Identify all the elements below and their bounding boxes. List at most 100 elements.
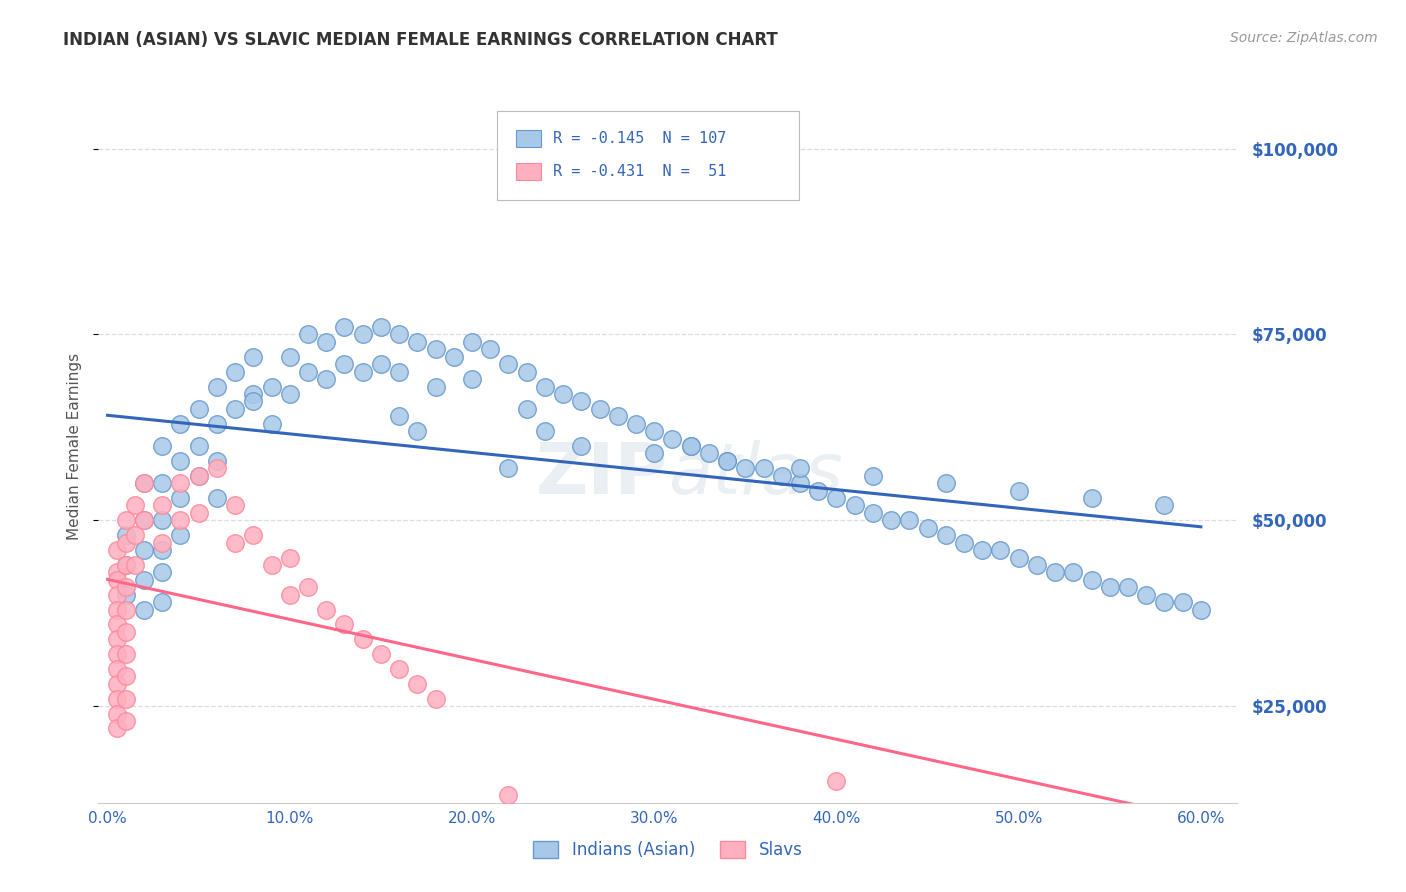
- Point: [606, 409, 628, 424]
- Point: [105, 588, 128, 602]
- Point: [114, 669, 136, 683]
- Point: [734, 461, 756, 475]
- Point: [534, 379, 557, 393]
- Point: [169, 513, 191, 527]
- Point: [278, 387, 301, 401]
- Point: [187, 468, 209, 483]
- Point: [953, 535, 976, 549]
- Point: [425, 379, 447, 393]
- Point: [114, 558, 136, 572]
- Point: [1025, 558, 1047, 572]
- Point: [935, 476, 957, 491]
- Point: [105, 566, 128, 580]
- Point: [370, 320, 392, 334]
- Point: [370, 357, 392, 371]
- Point: [132, 513, 155, 527]
- Point: [132, 476, 155, 491]
- Point: [1116, 580, 1139, 594]
- Point: [1171, 595, 1194, 609]
- Point: [242, 387, 264, 401]
- Point: [1007, 550, 1029, 565]
- Point: [150, 476, 173, 491]
- Point: [1080, 573, 1102, 587]
- Legend: Indians (Asian), Slavs: Indians (Asian), Slavs: [533, 840, 803, 859]
- Point: [498, 789, 520, 803]
- Point: [105, 722, 128, 736]
- Point: [105, 691, 128, 706]
- Point: [150, 513, 173, 527]
- Point: [825, 773, 848, 788]
- Point: [105, 632, 128, 647]
- Point: [1062, 566, 1084, 580]
- Point: [425, 343, 447, 357]
- Point: [789, 461, 811, 475]
- Point: [132, 602, 155, 616]
- Point: [697, 446, 720, 460]
- Point: [224, 365, 246, 379]
- Point: [150, 566, 173, 580]
- Point: [461, 334, 484, 349]
- Point: [242, 350, 264, 364]
- Point: [150, 499, 173, 513]
- Point: [716, 454, 738, 468]
- Point: [114, 513, 136, 527]
- Point: [124, 499, 146, 513]
- Point: [716, 454, 738, 468]
- Point: [990, 543, 1012, 558]
- Point: [333, 617, 356, 632]
- Text: Source: ZipAtlas.com: Source: ZipAtlas.com: [1230, 31, 1378, 45]
- Point: [935, 528, 957, 542]
- Text: R = -0.145  N = 107: R = -0.145 N = 107: [553, 131, 727, 146]
- Point: [114, 624, 136, 639]
- Point: [388, 409, 411, 424]
- Point: [516, 365, 538, 379]
- Point: [114, 535, 136, 549]
- Point: [789, 476, 811, 491]
- Point: [880, 513, 903, 527]
- Point: [498, 357, 520, 371]
- Point: [150, 595, 173, 609]
- Point: [315, 372, 337, 386]
- Point: [114, 691, 136, 706]
- Point: [132, 573, 155, 587]
- FancyBboxPatch shape: [516, 130, 541, 147]
- Point: [297, 365, 319, 379]
- Point: [679, 439, 702, 453]
- Point: [297, 327, 319, 342]
- Point: [124, 528, 146, 542]
- Point: [406, 424, 429, 438]
- Point: [278, 550, 301, 565]
- Text: R = -0.431  N =  51: R = -0.431 N = 51: [553, 164, 727, 178]
- Point: [534, 424, 557, 438]
- Point: [224, 401, 246, 416]
- Point: [187, 401, 209, 416]
- Point: [1189, 602, 1212, 616]
- Point: [242, 528, 264, 542]
- Point: [150, 439, 173, 453]
- Point: [862, 468, 884, 483]
- Point: [114, 714, 136, 728]
- Point: [132, 543, 155, 558]
- Point: [105, 573, 128, 587]
- Point: [105, 677, 128, 691]
- Point: [752, 461, 775, 475]
- Point: [224, 535, 246, 549]
- Point: [917, 521, 939, 535]
- Point: [205, 417, 228, 431]
- Point: [205, 379, 228, 393]
- Point: [516, 401, 538, 416]
- Point: [388, 662, 411, 676]
- Point: [114, 647, 136, 661]
- Point: [105, 647, 128, 661]
- Point: [1098, 580, 1121, 594]
- Point: [1080, 491, 1102, 505]
- Point: [643, 424, 665, 438]
- Point: [114, 558, 136, 572]
- Point: [551, 387, 574, 401]
- Point: [169, 491, 191, 505]
- Point: [406, 677, 429, 691]
- Point: [352, 365, 374, 379]
- Point: [132, 513, 155, 527]
- Point: [1135, 588, 1157, 602]
- Point: [679, 439, 702, 453]
